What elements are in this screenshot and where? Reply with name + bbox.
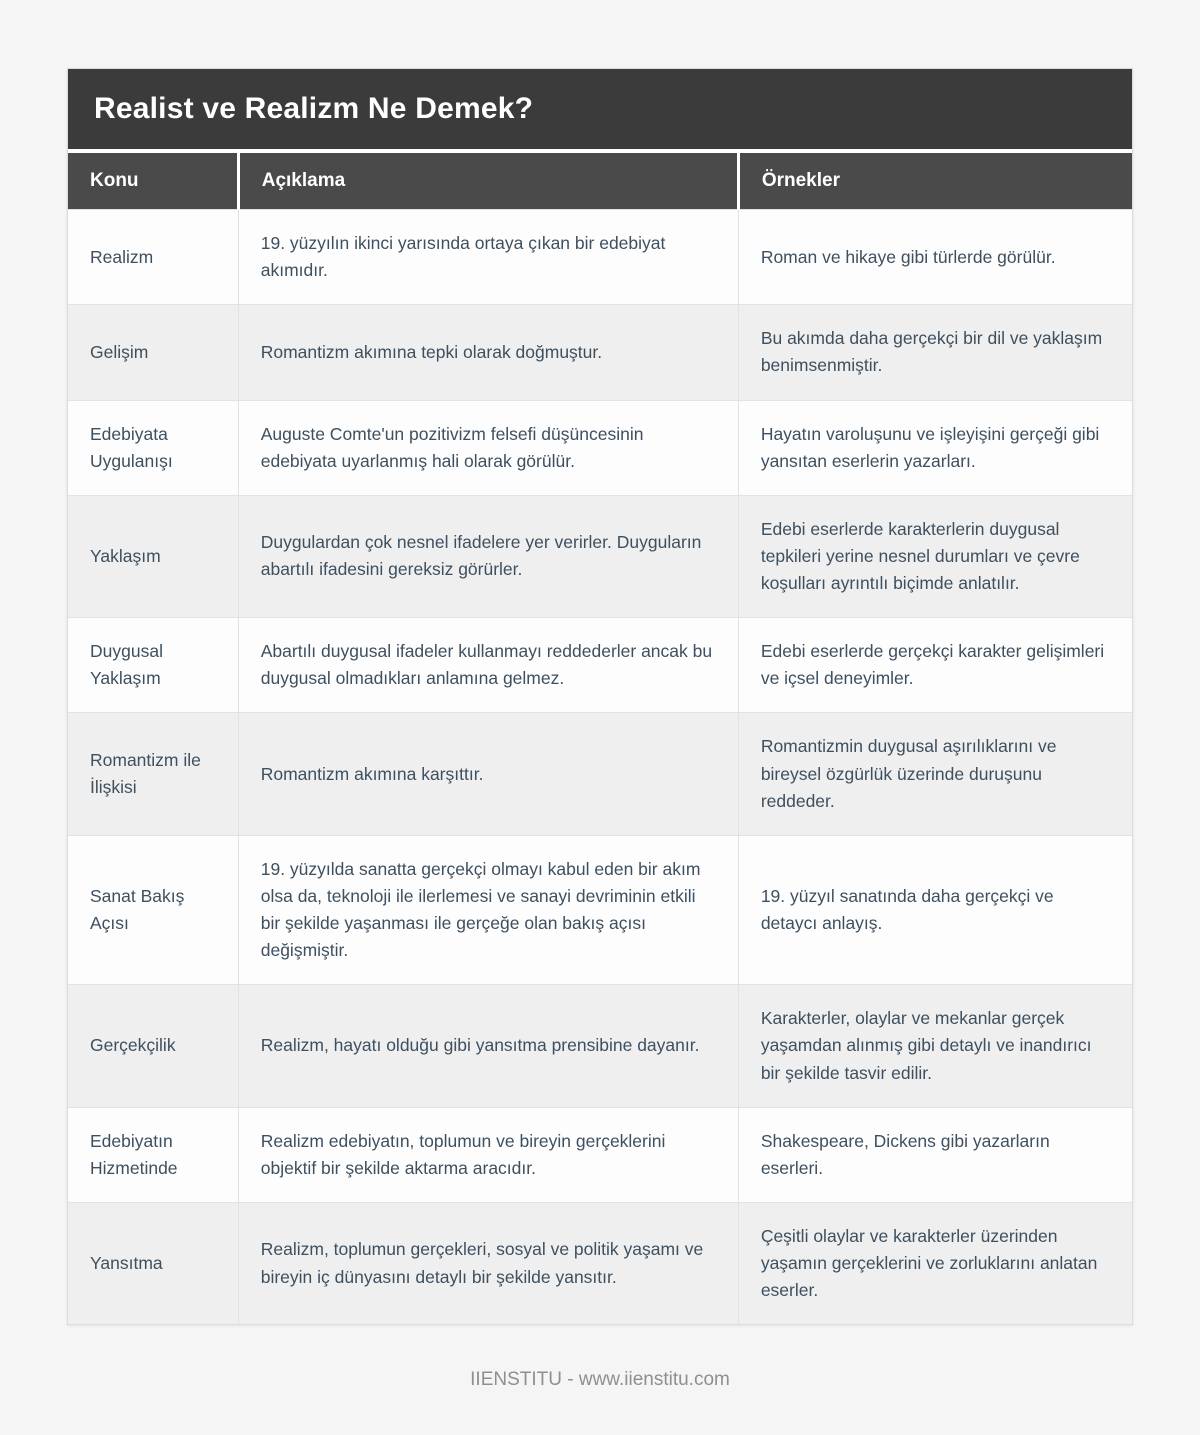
column-header-description: Açıklama (236, 149, 739, 210)
cell-description: 19. yüzyılın ikinci yarısında ortaya çık… (237, 208, 739, 305)
table-row: Yansıtma Realizm, toplumun gerçekleri, s… (68, 1201, 1132, 1325)
cell-description: Auguste Comte'un pozitivizm felsefi düşü… (237, 399, 739, 496)
cell-examples: Hayatın varoluşunu ve işleyişini gerçeği… (737, 399, 1132, 496)
cell-description: Realizm edebiyatın, toplumun ve bireyin … (237, 1106, 739, 1203)
page-title: Realist ve Realizm Ne Demek? (68, 69, 1132, 149)
table-body: Realizm 19. yüzyılın ikinci yarısında or… (68, 208, 1132, 1325)
column-header-topic: Konu (68, 149, 239, 210)
footer-text: IIENSTITU - www.iienstitu.com (470, 1369, 730, 1391)
realism-table: Konu Açıklama Örnekler Realizm 19. yüzyı… (68, 149, 1132, 1325)
cell-examples: Edebi eserlerde karakterlerin duygusal t… (737, 494, 1132, 618)
table-row: Yaklaşım Duygulardan çok nesnel ifadeler… (68, 494, 1132, 618)
table-row: Gelişim Romantizm akımına tepki olarak d… (68, 304, 1132, 400)
cell-description: Duygulardan çok nesnel ifadelere yer ver… (237, 494, 739, 618)
cell-description: Abartılı duygusal ifadeler kullanmayı re… (237, 617, 739, 713)
cell-examples: Edebi eserlerde gerçekçi karakter gelişi… (737, 617, 1132, 713)
column-header-examples: Örnekler (736, 149, 1132, 210)
cell-topic: Sanat Bakış Açısı (68, 834, 239, 985)
cell-description: Realizm, toplumun gerçekleri, sosyal ve … (237, 1201, 739, 1325)
cell-topic: Romantizm ile İlişkisi (68, 712, 239, 836)
cell-examples: Shakespeare, Dickens gibi yazarların ese… (737, 1106, 1132, 1203)
table-row: Edebiyatın Hizmetinde Realizm edebiyatın… (68, 1106, 1132, 1203)
cell-topic: Duygusal Yaklaşım (68, 617, 239, 713)
cell-topic: Realizm (68, 208, 239, 305)
table-row: Duygusal Yaklaşım Abartılı duygusal ifad… (68, 617, 1132, 713)
cell-description: 19. yüzyılda sanatta gerçekçi olmayı kab… (237, 834, 739, 985)
cell-description: Romantizm akımına tepki olarak doğmuştur… (237, 304, 739, 400)
header-row: Konu Açıklama Örnekler (68, 149, 1132, 210)
cell-examples: Roman ve hikaye gibi türlerde görülür. (737, 208, 1132, 305)
cell-topic: Gerçekçilik (68, 984, 239, 1108)
cell-description: Realizm, hayatı olduğu gibi yansıtma pre… (237, 984, 739, 1108)
cell-topic: Edebiyata Uygulanışı (68, 399, 239, 496)
realism-table-card: Realist ve Realizm Ne Demek? Konu Açıkla… (67, 68, 1133, 1326)
cell-description: Romantizm akımına karşıttır. (237, 712, 739, 836)
table-row: Sanat Bakış Açısı 19. yüzyılda sanatta g… (68, 834, 1132, 985)
table-row: Gerçekçilik Realizm, hayatı olduğu gibi … (68, 984, 1132, 1108)
table-header: Konu Açıklama Örnekler (68, 149, 1132, 210)
cell-examples: Çeşitli olaylar ve karakterler üzerinden… (737, 1201, 1132, 1325)
table-row: Realizm 19. yüzyılın ikinci yarısında or… (68, 208, 1132, 305)
table-row: Edebiyata Uygulanışı Auguste Comte'un po… (68, 399, 1132, 496)
table-row: Romantizm ile İlişkisi Romantizm akımına… (68, 712, 1132, 836)
cell-examples: Bu akımda daha gerçekçi bir dil ve yakla… (737, 304, 1132, 400)
cell-examples: Romantizmin duygusal aşırılıklarını ve b… (737, 712, 1132, 836)
cell-topic: Gelişim (68, 304, 239, 400)
cell-examples: Karakterler, olaylar ve mekanlar gerçek … (737, 984, 1132, 1108)
cell-topic: Yansıtma (68, 1201, 239, 1325)
cell-topic: Edebiyatın Hizmetinde (68, 1106, 239, 1203)
cell-examples: 19. yüzyıl sanatında daha gerçekçi ve de… (737, 834, 1132, 985)
cell-topic: Yaklaşım (68, 494, 239, 618)
